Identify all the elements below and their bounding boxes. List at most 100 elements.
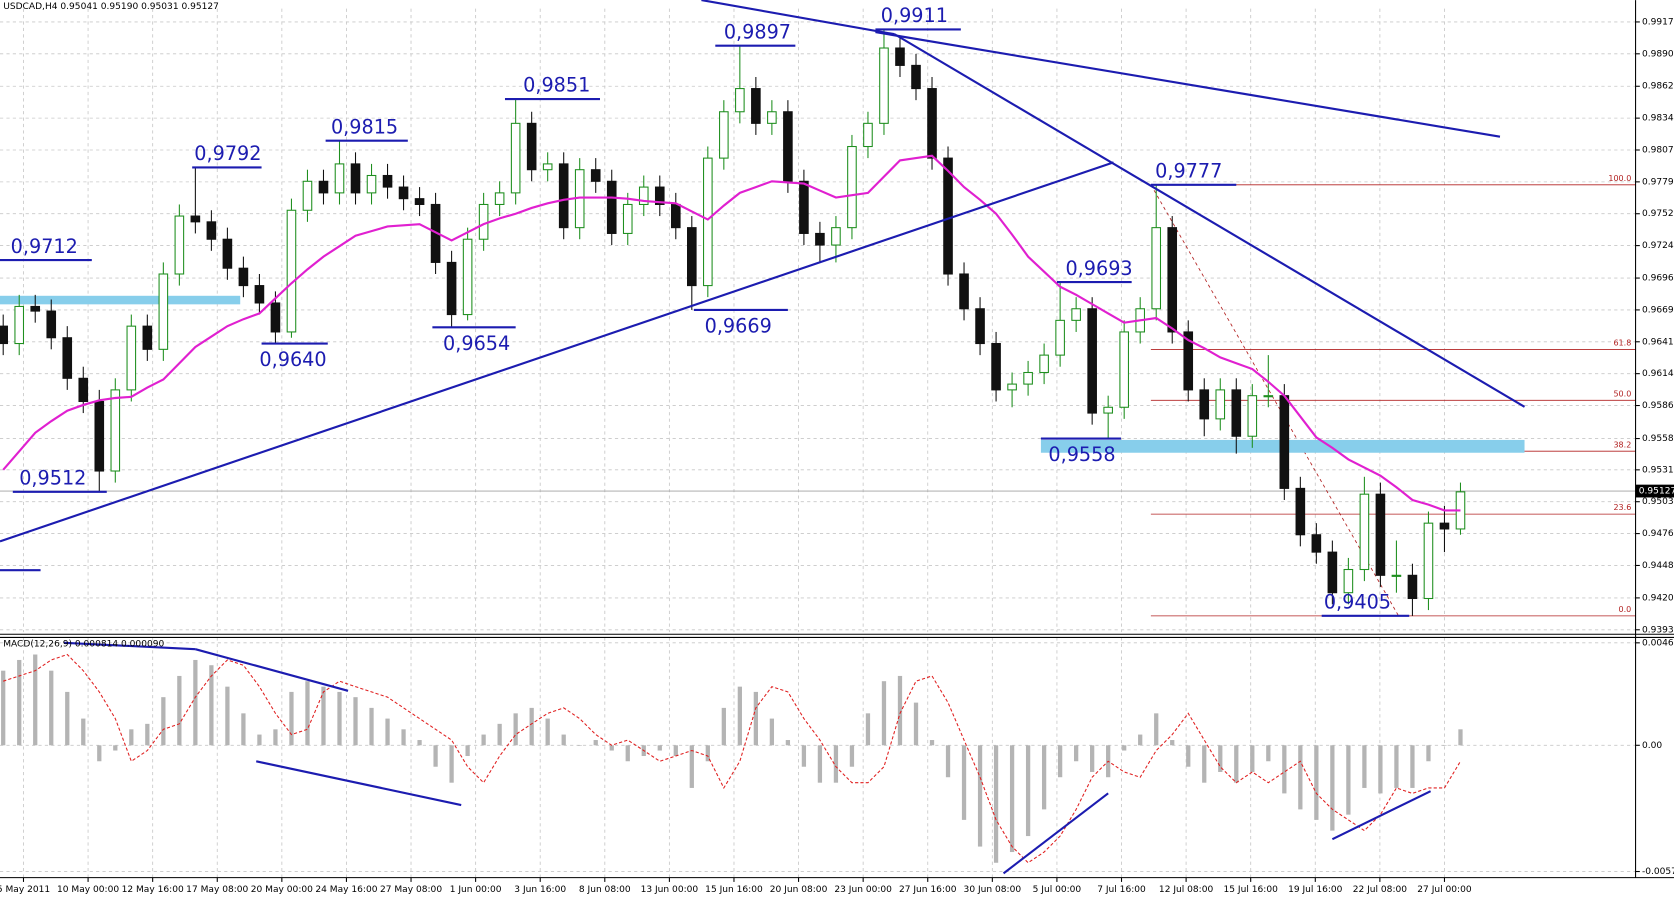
- candle-body: [0, 325, 9, 345]
- marks: [0, 29, 1466, 864]
- trendlines: [0, 0, 1526, 875]
- candle-body: [879, 47, 889, 124]
- histogram-bar: [817, 745, 823, 783]
- candle-body: [238, 267, 249, 287]
- candle-body: [863, 122, 873, 148]
- x-tick-label: 30 Jun 08:00: [964, 885, 1022, 895]
- y-tick-label: -0.00577: [1642, 867, 1674, 877]
- candle-body: [911, 64, 921, 90]
- annotation-label: 0,9693: [1065, 257, 1132, 280]
- histogram-bar: [49, 670, 54, 746]
- histogram-bar: [929, 740, 935, 746]
- histogram-bar: [785, 740, 791, 746]
- candle-body: [446, 261, 457, 316]
- y-tick-label: 0.97795: [1642, 177, 1674, 187]
- candle-body: [1055, 319, 1065, 356]
- x-tick-label: 10 May 00:00: [57, 885, 119, 895]
- histogram-bar: [545, 718, 550, 746]
- y-tick-label: 0.95865: [1642, 401, 1674, 411]
- candle-body: [1439, 522, 1450, 530]
- histogram-bar: [561, 734, 566, 746]
- signal-line: [3, 653, 1461, 864]
- candle-body: [382, 174, 393, 188]
- moving-average: [2, 154, 1461, 512]
- histogram-bar: [481, 734, 486, 746]
- histogram-bar: [705, 745, 710, 762]
- y-tick-label: 0.97245: [1642, 241, 1674, 251]
- fib-label: 61.8: [1613, 339, 1631, 348]
- candle-body: [1183, 331, 1194, 391]
- histogram-bar: [737, 686, 742, 746]
- candle-body: [767, 111, 777, 124]
- histogram-bar: [33, 654, 38, 746]
- candle-body: [1231, 389, 1242, 437]
- histogram-bar: [769, 718, 775, 746]
- candle-body: [1295, 487, 1306, 536]
- annotation-label: 0,9712: [11, 235, 78, 258]
- last-price-label: 0.95127: [1639, 487, 1674, 497]
- candle-body: [286, 209, 297, 333]
- last-price-box: [1635, 484, 1674, 498]
- candle-body: [94, 400, 105, 472]
- histogram-bar: [369, 707, 374, 746]
- histogram-bar: [801, 745, 807, 767]
- candle-body: [46, 310, 57, 339]
- y-tick-label: 0.00: [1642, 741, 1662, 751]
- x-tick-label: 24 May 16:00: [315, 885, 377, 895]
- histogram-bar: [209, 665, 214, 746]
- candle-body: [398, 186, 409, 200]
- chart-title: USDCAD,H4 0.95041 0.95190 0.95031 0.9512…: [3, 2, 219, 12]
- histogram-bar: [913, 702, 919, 746]
- candle-body: [895, 47, 905, 66]
- histogram-bar: [1122, 745, 1127, 751]
- candle-body: [1279, 395, 1290, 489]
- candle-body: [174, 215, 185, 275]
- histogram-bar: [625, 745, 630, 762]
- candle-body: [1151, 227, 1162, 310]
- histogram-bar: [1458, 729, 1463, 746]
- annotation-label: 0,9815: [331, 115, 398, 138]
- histogram-bar: [1250, 745, 1255, 772]
- candle-body: [1407, 574, 1418, 600]
- histogram-bar: [289, 691, 294, 746]
- trendline: [1002, 792, 1109, 875]
- y-tick-label: 0.004683: [1642, 638, 1674, 648]
- candle-body: [1103, 406, 1113, 414]
- candle-body: [1343, 568, 1354, 594]
- fib-label: 100.0: [1608, 174, 1631, 183]
- histogram-bar: [529, 707, 534, 746]
- y-tick-label: 0.94485: [1642, 561, 1674, 571]
- histogram-bar: [113, 745, 118, 751]
- annotation-label: 0,9558: [1048, 443, 1115, 466]
- x-tick-label: 19 Jul 16:00: [1288, 885, 1343, 895]
- histogram-bar: [1378, 745, 1383, 794]
- x-tick-label: 1 Jun 00:00: [450, 885, 502, 895]
- y-tick-label: 0.98345: [1642, 114, 1674, 124]
- candle-body: [510, 122, 521, 194]
- trendline: [256, 760, 462, 807]
- candle-body: [943, 157, 953, 275]
- histogram-bar: [465, 745, 470, 757]
- candle-body: [1423, 522, 1434, 600]
- histogram-bar: [673, 745, 678, 757]
- x-tick-label: 5 Jul 00:00: [1033, 885, 1082, 895]
- candle-body: [222, 238, 233, 269]
- trendline: [875, 31, 1501, 138]
- histogram-bar: [1426, 745, 1431, 762]
- trendline: [195, 648, 349, 692]
- candle-body: [638, 186, 649, 205]
- histogram-bar: [609, 745, 614, 751]
- x-tick-label: 27 Jul 00:00: [1417, 885, 1472, 895]
- histogram-bar: [1410, 745, 1415, 788]
- histogram-bar: [849, 745, 855, 767]
- annotation-label: 0,9654: [443, 332, 510, 355]
- candle-body: [270, 302, 281, 333]
- histogram-bar: [657, 745, 662, 751]
